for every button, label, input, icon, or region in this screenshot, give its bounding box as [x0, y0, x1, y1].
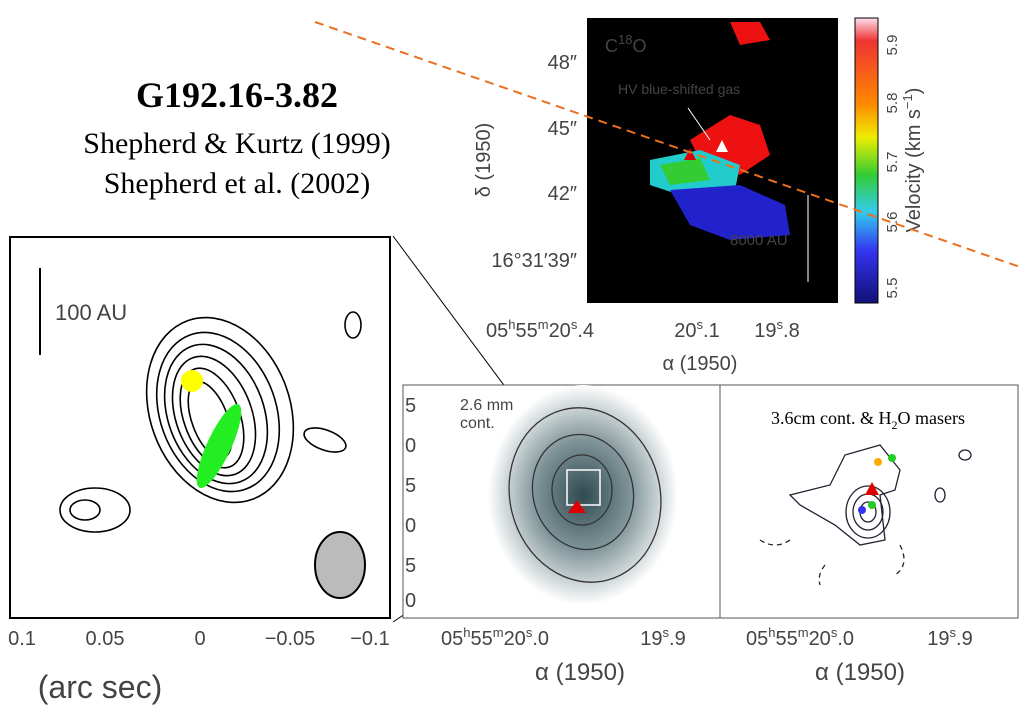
reference: Shepherd et al. (2002): [104, 167, 371, 200]
colorbar-tick-label: 5.8: [884, 93, 901, 114]
maser: [858, 506, 866, 514]
x-tick-label: 0.1: [8, 628, 36, 650]
x-tick-label: 19s.9: [640, 625, 685, 650]
x-tick-label: −0.1: [350, 628, 389, 650]
colorbar-tick-label: 5.7: [884, 152, 901, 173]
star: [684, 148, 696, 160]
mm-panel: 2.6 mm cont. 5 0 5 0 5 0 05h55m20s.0 19s…: [402, 384, 721, 686]
x-axis-label: (arc sec): [38, 669, 162, 705]
marker: [181, 370, 203, 392]
star: [716, 140, 728, 152]
pointer: [687, 107, 711, 141]
x-tick-label: 05h55m20s.0: [746, 625, 854, 650]
scale-label: 100 AU: [55, 300, 127, 325]
green-emission: [660, 158, 710, 185]
y-tick-label: 5: [405, 555, 416, 577]
colorbar-label: Velocity (km s−1): [900, 88, 925, 233]
annotation: HV blue-shifted gas: [618, 81, 740, 97]
x-axis-label: α (1950): [535, 659, 625, 686]
beam: [314, 531, 366, 599]
label-background: [738, 403, 1000, 431]
outflow-axis: [314, 21, 1023, 269]
y-tick-label: 0: [405, 515, 416, 537]
y-tick-label: 0: [405, 435, 416, 457]
panel-label: 3.6cm cont. & H2O masers: [771, 408, 965, 432]
star: [865, 482, 879, 495]
y-tick-label: 0: [405, 590, 416, 612]
panel-label: C18O: [605, 32, 646, 56]
y-tick-label: 48″: [548, 52, 577, 74]
maser: [888, 454, 896, 462]
colorbar-tick-label: 5.9: [884, 35, 901, 56]
maser: [874, 458, 882, 466]
scale-label: 8000 AU: [730, 232, 788, 249]
maser: [868, 501, 876, 509]
title: G192.16-3.82: [136, 75, 338, 115]
zoom-box: [566, 469, 601, 506]
x-tick-label: 0.05: [86, 628, 125, 650]
left-panel: 100 AU 0.1 0.05 0 −0.05 −0.1 (arc sec): [8, 236, 391, 705]
colorbar: [854, 17, 879, 304]
x-tick-label: 05h55m20s.4: [486, 317, 594, 342]
x-tick-label: 19s.8: [754, 317, 799, 342]
x-axis-label: α (1950): [815, 659, 905, 686]
x-tick-label: 0: [194, 628, 205, 650]
panel-label: 2.6 mm: [460, 397, 513, 414]
x-tick-label: 05h55m20s.0: [441, 625, 549, 650]
colorbar-tick-label: 5.5: [884, 278, 901, 299]
c18o-panel: C18O HV blue-shifted gas 8000 AU 48″ 45″…: [473, 17, 925, 375]
reference: Shepherd & Kurtz (1999): [83, 127, 390, 160]
y-tick-label: 5: [405, 395, 416, 417]
panel-label: cont.: [460, 415, 495, 432]
y-tick-label: 45″: [548, 118, 577, 140]
x-tick-label: −0.05: [265, 628, 316, 650]
blue-emission: [670, 185, 790, 240]
emission: [488, 385, 678, 605]
y-tick-label: 42″: [548, 183, 577, 205]
x-tick-label: 20s.1: [674, 317, 719, 342]
colorbar-tick-label: 5.6: [884, 212, 901, 233]
y-tick-label: 16°31′39″: [491, 250, 577, 272]
red-emission: [730, 22, 770, 45]
disk: [196, 404, 242, 488]
y-axis-label: δ (1950): [473, 123, 495, 198]
masers-panel: 3.6cm cont. & H2O masers 05h55m20s.0 19s…: [719, 384, 1019, 686]
contours: [508, 407, 662, 583]
y-tick-label: 5: [405, 475, 416, 497]
x-tick-label: 19s.9: [927, 625, 972, 650]
x-axis-label: α (1950): [663, 353, 738, 375]
star: [568, 500, 586, 513]
